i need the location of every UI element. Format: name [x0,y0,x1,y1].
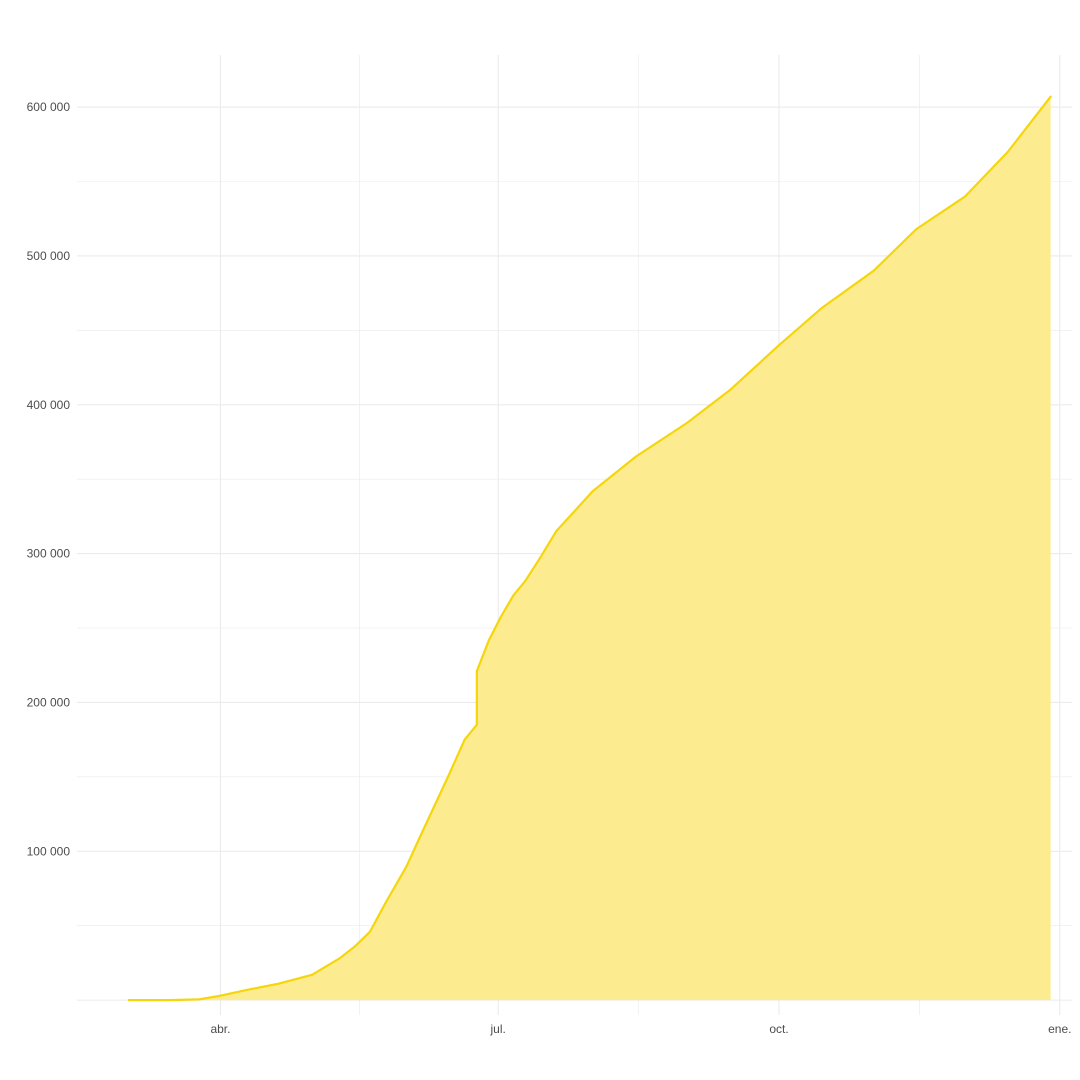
grid-lines [77,55,1072,1015]
x-tick-label: oct. [769,1022,788,1036]
y-tick-label: 200 000 [27,695,71,709]
x-axis-tick-labels: abr. jul. oct. ene. [210,1022,1071,1036]
y-tick-label: 300 000 [27,547,71,561]
x-tick-label: abr. [210,1022,230,1036]
series-line [127,95,1052,1002]
y-tick-label: 600 000 [27,100,71,114]
x-tick-label: jul. [490,1022,506,1036]
y-tick-label: 400 000 [27,398,71,412]
x-tick-label: ene. [1048,1022,1071,1036]
area-series [127,95,1052,1002]
area-fill [128,96,1051,1001]
y-axis-tick-labels: 100 000 200 000 300 000 400 000 500 000 600 0… [27,100,71,858]
y-tick-label: 100 000 [27,844,71,858]
y-tick-label: 500 000 [27,249,71,263]
